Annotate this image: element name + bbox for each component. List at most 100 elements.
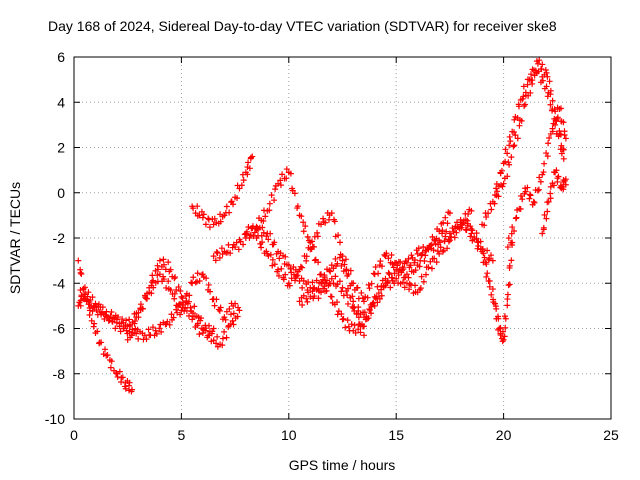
data-point-interp — [526, 191, 533, 198]
data-point — [436, 228, 443, 235]
data-point-interp — [230, 321, 237, 328]
data-point-interp — [260, 217, 267, 224]
data-point-interp — [522, 89, 529, 96]
data-point-interp — [322, 288, 329, 295]
data-point-interp — [291, 190, 298, 197]
data-point-interp — [545, 140, 552, 147]
data-point — [468, 225, 475, 232]
data-point-interp — [332, 273, 339, 280]
data-point-interp — [299, 302, 306, 309]
data-point-interp — [122, 385, 129, 392]
data-point — [152, 327, 159, 334]
data-point-interp — [365, 315, 372, 322]
data-point-interp — [375, 290, 382, 297]
data-point-interp — [406, 264, 413, 271]
data-point — [414, 250, 421, 257]
data-point-interp — [537, 178, 544, 185]
data-point-interp — [277, 182, 284, 189]
data-point — [275, 180, 282, 187]
data-point-interp — [112, 325, 119, 332]
data-point — [457, 216, 464, 223]
data-point-interp — [358, 289, 365, 296]
data-point-interp — [236, 185, 243, 192]
data-point-interp — [266, 207, 273, 214]
data-point-interp — [80, 286, 87, 293]
data-point-interp — [158, 328, 165, 335]
data-point-interp — [553, 167, 560, 174]
data-point — [156, 271, 163, 278]
data-point-interp — [451, 234, 458, 241]
data-point-interp — [385, 255, 392, 262]
data-point-interp — [511, 228, 518, 235]
data-point — [296, 298, 303, 305]
y-tick-label: 2 — [57, 140, 65, 156]
data-point-interp — [361, 309, 368, 316]
data-point-interp — [405, 255, 412, 262]
data-point-interp — [258, 244, 265, 251]
data-point — [328, 210, 335, 217]
data-point-interp — [540, 169, 547, 176]
data-point-interp — [291, 271, 298, 278]
data-point-interp — [335, 232, 342, 239]
data-point-interp — [558, 150, 565, 157]
y-tick-label: 4 — [57, 94, 65, 110]
data-point-interp — [342, 256, 349, 263]
data-point-interp — [486, 255, 493, 262]
data-point — [500, 336, 507, 343]
data-point-interp — [309, 288, 316, 295]
data-point-interp — [377, 258, 384, 265]
data-point-interp — [492, 303, 499, 310]
data-point-interp — [338, 310, 345, 317]
data-point-interp — [119, 374, 126, 381]
data-point — [339, 253, 346, 260]
data-point-interp — [207, 288, 214, 295]
data-point-interp — [153, 330, 160, 337]
data-point-interp — [437, 244, 444, 251]
data-point-interp — [502, 158, 509, 165]
data-point — [371, 271, 378, 278]
data-point-interp — [83, 295, 90, 302]
data-point-interp — [240, 177, 247, 184]
data-point-interp — [211, 215, 218, 222]
data-point-interp — [300, 219, 307, 226]
data-point-interp — [194, 320, 201, 327]
data-point — [360, 298, 367, 305]
data-point-interp — [542, 66, 549, 73]
data-point-interp — [420, 243, 427, 250]
x-tick-label: 10 — [281, 427, 297, 443]
data-point-interp — [114, 373, 121, 380]
data-point-interp — [506, 161, 513, 168]
data-point-interp — [332, 255, 339, 262]
data-point — [403, 259, 410, 266]
data-point-interp — [116, 323, 123, 330]
data-point-interp — [554, 178, 561, 185]
data-point-interp — [347, 267, 354, 274]
data-point-interp — [89, 308, 96, 315]
data-point-interp — [260, 229, 267, 236]
y-axis-label: SDTVAR / TECUs — [7, 182, 23, 294]
data-point-interp — [483, 214, 490, 221]
data-point-interp — [546, 78, 553, 85]
data-point-interp — [485, 210, 492, 217]
data-point-interp — [338, 262, 345, 269]
data-point-interp — [484, 270, 491, 277]
data-point — [446, 237, 453, 244]
data-point-interp — [514, 114, 521, 121]
data-point — [560, 155, 567, 162]
data-point-interp — [117, 328, 124, 335]
data-point-interp — [222, 316, 229, 323]
data-point — [156, 257, 163, 264]
data-point-interp — [143, 295, 150, 302]
data-point-interp — [494, 188, 501, 195]
data-point-interp — [491, 200, 498, 207]
data-point-interp — [511, 116, 518, 123]
data-point-interp — [315, 259, 322, 266]
data-point-interp — [280, 276, 287, 283]
data-point-interp — [262, 213, 269, 220]
data-point-interp — [488, 206, 495, 213]
data-point-interp — [495, 315, 502, 322]
data-point-interp — [283, 175, 290, 182]
data-point-interp — [234, 313, 241, 320]
data-point-interp — [311, 293, 318, 300]
